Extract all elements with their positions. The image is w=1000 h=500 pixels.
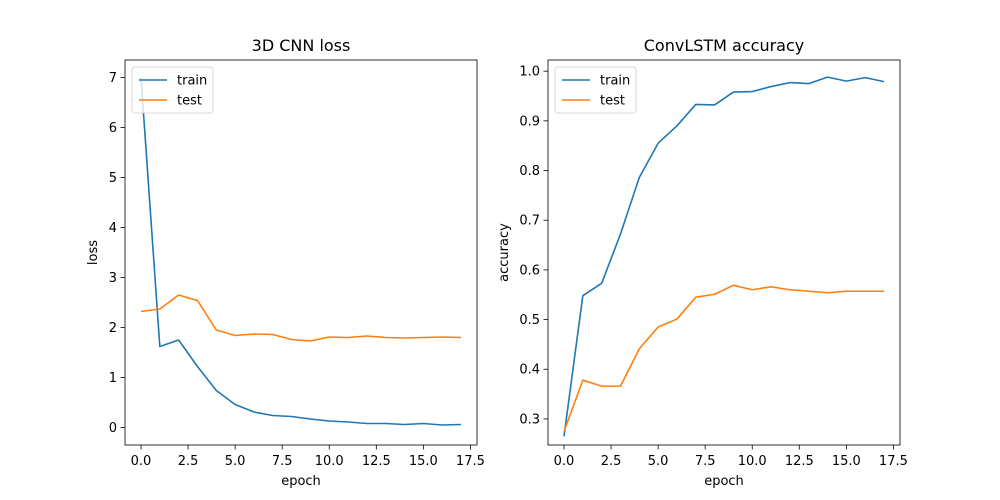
x-tick-label: 5.0 [225, 454, 246, 469]
x-axis-label: epoch [281, 474, 321, 489]
chart-title: ConvLSTM accuracy [644, 36, 805, 55]
series-line-test [563, 284, 884, 432]
series-line-train [140, 77, 462, 426]
y-tick-label: 0.8 [519, 164, 540, 179]
x-tick-label: 15.0 [832, 454, 861, 469]
y-tick-label: 6 [109, 121, 117, 136]
x-tick-label: 12.5 [785, 454, 814, 469]
x-tick-label: 5.0 [648, 454, 669, 469]
y-tick-label: 3 [109, 271, 117, 286]
y-tick-label: 0.7 [519, 214, 540, 229]
y-tick-label: 1 [109, 371, 117, 386]
x-axis-label: epoch [704, 474, 744, 489]
series-line-test [140, 294, 462, 342]
legend: train test [131, 66, 214, 114]
y-axis-label: loss [86, 240, 101, 265]
legend-label-train: train [600, 74, 630, 89]
x-tick-label: 17.5 [456, 454, 485, 469]
legend-label-test: test [600, 94, 625, 109]
y-tick-label: 1.0 [519, 65, 540, 80]
y-tick-label: 5 [109, 171, 117, 186]
legend-box [131, 66, 214, 114]
chart-title: 3D CNN loss [252, 36, 351, 55]
legend: train test [554, 66, 637, 114]
x-tick-label: 2.5 [178, 454, 199, 469]
x-tick-label: 0.0 [554, 454, 575, 469]
chart-panel-2: 0.0 2.5 5.0 7.5 10.0 12.5 15.0 17.5 0.3 0.4 0.5 0.6… [497, 36, 908, 489]
y-tick-label: 2 [109, 321, 117, 336]
y-axis-label: accuracy [497, 223, 512, 282]
y-tick-label: 0.4 [519, 363, 540, 378]
x-tick-label: 0.0 [131, 454, 152, 469]
legend-box [554, 66, 637, 114]
x-tick-label: 2.5 [601, 454, 622, 469]
x-tick-label: 10.0 [315, 454, 344, 469]
y-tick-label: 7 [109, 71, 117, 86]
x-tick-label: 12.5 [362, 454, 391, 469]
y-tick-label: 0.5 [519, 313, 540, 328]
series-line-train [563, 76, 885, 437]
x-tick-label: 10.0 [738, 454, 767, 469]
y-tick-label: 4 [109, 221, 117, 236]
y-tick-label: 0.6 [519, 263, 540, 278]
y-tick-label: 0 [109, 421, 117, 436]
chart-panel-1: 0.0 2.5 5.0 7.5 10.0 12.5 15.0 17.5 0 1 2 3 4 5 6 7 3D C… [86, 36, 485, 489]
x-tick-label: 15.0 [409, 454, 438, 469]
legend-label-test: test [177, 94, 202, 109]
x-tick-label: 7.5 [695, 454, 716, 469]
plot-frame [124, 59, 478, 446]
y-tick-label: 0.9 [519, 114, 540, 129]
plot-frame [547, 59, 901, 446]
x-tick-label: 7.5 [272, 454, 293, 469]
legend-label-train: train [177, 74, 207, 89]
y-tick-label: 0.3 [519, 412, 540, 427]
x-tick-label: 17.5 [879, 454, 908, 469]
